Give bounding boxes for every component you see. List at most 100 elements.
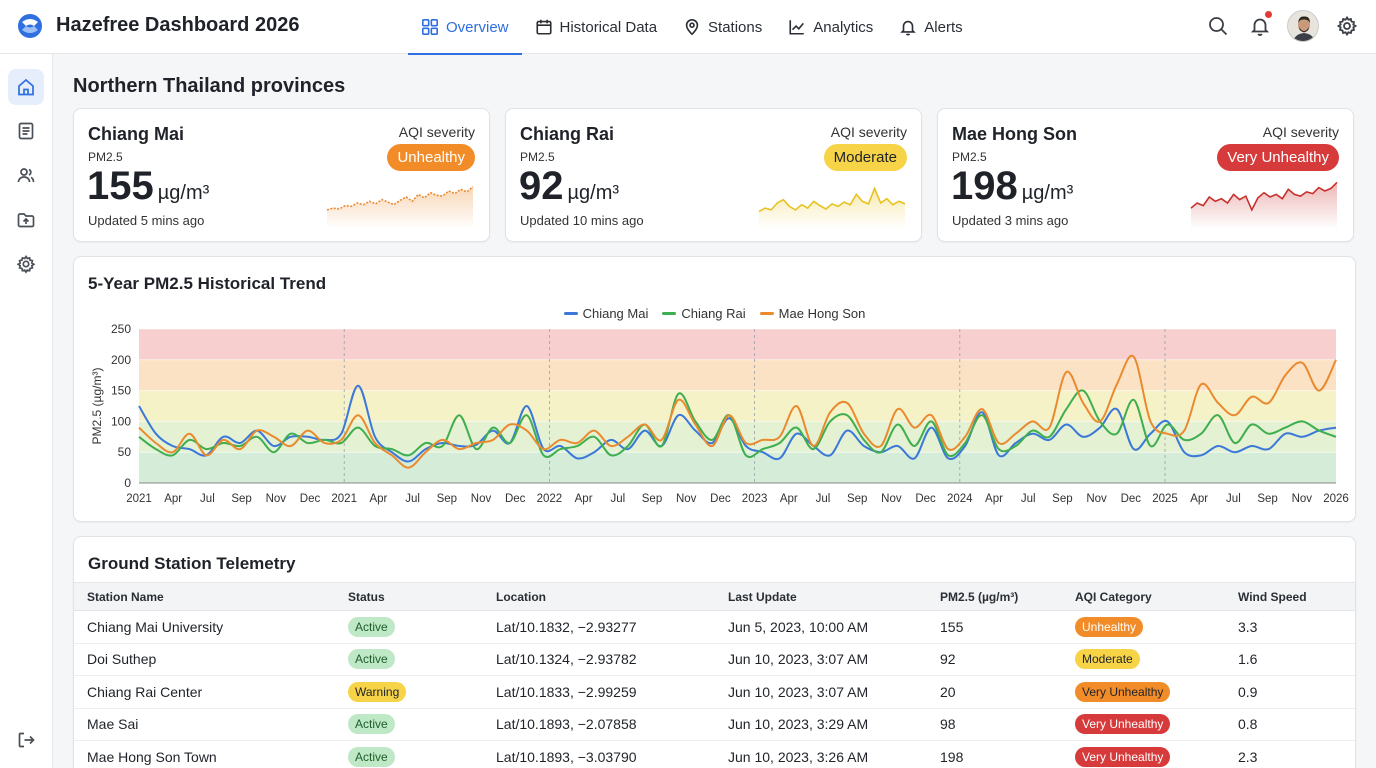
settings-gear-icon[interactable] — [1336, 15, 1358, 37]
x-tick-label: Jul — [405, 493, 420, 505]
historical-trend-card: 0 50 100 150 200 250 2021 Apr Jul Sep Nov Dec 2021 Ap… — [73, 256, 1356, 522]
calendar-icon — [535, 19, 552, 35]
aqi-cell: Unhealthy — [1062, 610, 1225, 644]
column-header-station[interactable]: Station Name — [74, 582, 335, 611]
province-name: Chiang Mai — [88, 124, 185, 144]
aqi-cell: Very Unhealthy — [1062, 740, 1225, 768]
sparkline-area — [759, 188, 905, 229]
pm25-unit: µg/m³ — [567, 182, 620, 204]
notification-bell-icon[interactable] — [1249, 15, 1271, 37]
sidebar-item-settings[interactable] — [8, 246, 44, 282]
sidebar-item-logout[interactable] — [8, 722, 44, 758]
wind-speed: 0.8 — [1225, 708, 1355, 741]
tab-stations[interactable]: Stations — [670, 0, 775, 54]
sidebar-item-reports[interactable] — [8, 113, 44, 149]
last-update: Jun 5, 2023, 10:00 AM — [715, 610, 927, 644]
province-name: Mae Hong Son — [952, 124, 1077, 144]
notification-dot — [1265, 11, 1272, 18]
pm25-number: 155 — [87, 164, 154, 208]
x-tick-label: Apr — [369, 493, 387, 505]
x-tick-label: 2023 — [742, 493, 768, 505]
legend-swatch — [563, 312, 578, 315]
tab-alerts[interactable]: Alerts — [886, 0, 975, 54]
aqi-cell: Very Unhealthy — [1062, 675, 1225, 709]
table-row[interactable]: Mae Sai Active Lat/10.1893, −2.07858 Jun… — [74, 708, 1355, 741]
sidebar-item-home[interactable] — [8, 69, 44, 105]
sidebar-item-users[interactable] — [8, 157, 44, 193]
upload-folder-icon — [17, 213, 35, 228]
province-card-chiang-mai[interactable]: Chiang Mai PM2.5 155 µg/m³ Updated 5 mins… — [73, 108, 490, 242]
series-line-mae-hong-son[interactable] — [138, 354, 1337, 469]
x-tick-label: Sep — [642, 493, 662, 505]
column-header-location[interactable]: Location — [483, 582, 715, 611]
logout-icon — [18, 732, 35, 748]
aqi-badge: Moderate — [1075, 649, 1140, 670]
legend-item-chiang-mai[interactable]: Chiang Mai — [563, 306, 649, 321]
location: Lat/10.1832, −2.93277 — [483, 610, 715, 644]
column-header-last-update[interactable]: Last Update — [715, 582, 927, 611]
metric-label: PM2.5 — [88, 150, 123, 164]
series-line-chiang-mai[interactable] — [138, 384, 1337, 463]
location: Lat/10.1833, −2.99259 — [483, 675, 715, 709]
pm25-value: 155 µg/m³ — [87, 163, 209, 216]
table-row[interactable]: Chiang Mai University Active Lat/10.1832… — [74, 610, 1355, 644]
legend-label: Chiang Mai — [582, 306, 649, 321]
location: Lat/10.1893, −3.03790 — [483, 740, 715, 768]
aqi-cell: Very Unhealthy — [1062, 708, 1225, 741]
sparkline-line — [758, 186, 906, 213]
status-cell: Active — [335, 708, 483, 741]
legend-item-chiang-rai[interactable]: Chiang Rai — [662, 306, 746, 321]
series-line-chiang-rai[interactable] — [138, 389, 1337, 458]
x-tick-label: 2025 — [1152, 493, 1178, 505]
station-name: Chiang Mai University — [74, 610, 335, 644]
pm25-number: 92 — [519, 164, 564, 208]
tab-label: Alerts — [924, 18, 963, 36]
y-tick-label: 100 — [111, 414, 131, 428]
column-header-pm25[interactable]: PM2.5 (µg/m³) — [927, 582, 1062, 611]
x-tick-label: Jul — [816, 493, 831, 505]
tab-overview[interactable]: Overview — [408, 0, 522, 55]
table-row[interactable]: Doi Suthep Active Lat/10.1324, −2.93782 … — [74, 643, 1355, 676]
table-row[interactable]: Chiang Rai Center Warning Lat/10.1833, −… — [74, 675, 1355, 709]
search-icon[interactable] — [1207, 15, 1229, 37]
legend-item-mae-hong-son[interactable]: Mae Hong Son — [759, 306, 865, 321]
users-icon — [17, 168, 35, 183]
pm25-value: 198 — [927, 740, 1062, 768]
tab-analytics[interactable]: Analytics — [775, 0, 886, 54]
last-update: Jun 10, 2023, 3:07 AM — [715, 675, 927, 709]
province-card-chiang-rai[interactable]: Chiang Rai PM2.5 92 µg/m³ Updated 10 mins… — [505, 108, 922, 242]
pm25-value: 155 — [927, 610, 1062, 644]
reports-icon — [18, 122, 34, 140]
sidebar-item-uploads[interactable] — [8, 202, 44, 238]
x-tick-label: Dec — [1121, 493, 1142, 505]
trend-chart: 0 50 100 150 200 250 2021 Apr Jul Sep Nov Dec 2021 Ap… — [90, 322, 1349, 505]
column-header-status[interactable]: Status — [335, 582, 483, 611]
aqi-band — [139, 329, 1336, 360]
x-tick-label: Nov — [266, 493, 287, 505]
user-avatar-icon — [1288, 11, 1318, 41]
sidebar — [0, 54, 53, 768]
x-tick-label: Apr — [164, 493, 182, 505]
aqi-badge: Very Unhealthy — [1075, 714, 1171, 735]
table-row[interactable]: Mae Hong Son Town Active Lat/10.1893, −3… — [74, 740, 1355, 768]
station-name: Mae Hong Son Town — [74, 740, 335, 768]
status-cell: Warning — [335, 675, 483, 709]
x-tick-label: Sep — [1052, 493, 1072, 505]
main-nav: Overview Historical Data Stations Analyt… — [408, 0, 976, 55]
legend-swatch — [759, 312, 774, 315]
status-badge: Active — [348, 746, 395, 767]
last-update: Jun 10, 2023, 3:29 AM — [715, 708, 927, 741]
station-name: Mae Sai — [74, 708, 335, 741]
updated-text: Updated 5 mins ago — [88, 213, 205, 228]
x-tick-label: Apr — [780, 493, 798, 505]
aqi-band — [139, 359, 1336, 391]
province-card-mae-hong-son[interactable]: Mae Hong Son PM2.5 198 µg/m³ Updated 3 mi… — [937, 108, 1354, 242]
column-header-aqi[interactable]: AQI Category — [1062, 582, 1225, 611]
aqi-badge: Very Unhealthy — [1075, 746, 1171, 767]
wind-speed: 0.9 — [1225, 675, 1355, 709]
table-header-row: Station Name Status Location Last Update… — [74, 582, 1355, 611]
tab-historical-data[interactable]: Historical Data — [522, 0, 671, 54]
x-tick-label: Dec — [710, 493, 731, 505]
avatar[interactable] — [1287, 10, 1319, 42]
column-header-wind[interactable]: Wind Speed — [1225, 582, 1355, 611]
